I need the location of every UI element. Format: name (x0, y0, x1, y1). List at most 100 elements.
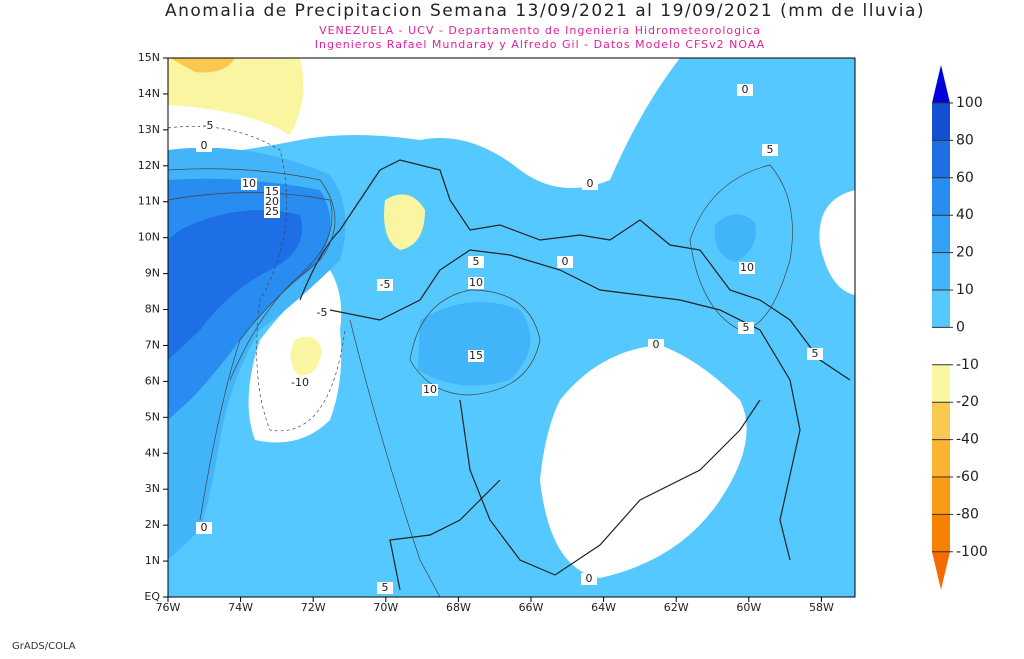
contour-label: 5 (743, 321, 750, 334)
contour-label: 5 (812, 347, 819, 360)
colorbar-label: -40 (956, 432, 979, 448)
lon-label: 58W (809, 601, 834, 614)
contour-label-bg (241, 178, 257, 190)
colorbar-label: -80 (956, 506, 979, 522)
lat-label: 15N (138, 51, 160, 64)
contour-label-bg (738, 322, 754, 334)
colorbar-swatch (932, 402, 950, 440)
contour-label: 20 (265, 195, 279, 208)
contour-label-bg (314, 307, 330, 319)
contour-label-bg (737, 84, 753, 96)
lon-label: 64W (591, 601, 616, 614)
contour-label-bg (557, 256, 573, 268)
colorbar-swatch (932, 177, 950, 216)
contour-label-bg (648, 339, 664, 351)
lon-label: 68W (446, 601, 471, 614)
lat-label: 14N (138, 87, 160, 100)
subtitle: VENEZUELA - UCV - Departamento de Ingeni… (319, 24, 761, 37)
lat-label: 13N (138, 123, 160, 136)
colorbar-swatch (932, 364, 950, 403)
lon-label: 70W (373, 601, 398, 614)
contour-label-bg (264, 186, 280, 198)
contour-label: 5 (473, 255, 480, 268)
subtitle: Ingenieros Rafael Mundaray y Alfredo Gil… (315, 38, 765, 51)
contour-label: -5 (317, 306, 328, 319)
colorbar-swatch (932, 103, 950, 141)
lon-label: 60W (736, 601, 761, 614)
contour-label-bg (292, 377, 308, 389)
colorbar-label: -60 (956, 469, 979, 485)
colorbar-arrow (932, 551, 950, 590)
contour-label-bg (196, 140, 212, 152)
title: Anomalia de Precipitacion Semana 13/09/2… (165, 1, 925, 21)
contour-label: 0 (587, 177, 594, 190)
contour-label-bg (200, 120, 216, 132)
lat-label: 10N (138, 231, 160, 244)
lat-label: 4N (145, 446, 160, 459)
colorbar-label: 20 (956, 245, 974, 261)
contour-label: 0 (586, 572, 593, 585)
contour-label: -5 (380, 278, 391, 291)
contour-label-bg (807, 348, 823, 360)
contour-label-bg (468, 256, 484, 268)
colorbar-label: 60 (956, 170, 974, 186)
colorbar-swatch (932, 514, 950, 552)
contour-label-bg (581, 573, 597, 585)
lat-label: 8N (145, 303, 160, 316)
lat-label: 3N (145, 482, 160, 495)
contour-label-bg (468, 277, 484, 289)
contour-label: 5 (382, 581, 389, 594)
colorbar-label: 40 (956, 207, 974, 223)
contour-label-bg (264, 196, 280, 208)
contour-label: -5 (203, 119, 214, 132)
contour-label-bg (739, 262, 755, 274)
lon-label: 74W (228, 601, 253, 614)
contour-label-bg (762, 144, 778, 156)
colorbar-swatch (932, 140, 950, 178)
contour-label: 10 (740, 261, 754, 274)
colorbar-label: 100 (956, 95, 983, 111)
contour-label-bg (377, 279, 393, 291)
contour-label: 5 (767, 143, 774, 156)
contour-label-bg (196, 522, 212, 534)
colorbar-swatch (932, 252, 950, 290)
lon-label: 62W (664, 601, 689, 614)
colorbar-label: -100 (956, 544, 988, 560)
colorbar-label: 80 (956, 132, 974, 148)
colorbar-label: 10 (956, 282, 974, 298)
contour-label-bg (377, 582, 393, 594)
contour-label: 0 (201, 521, 208, 534)
lat-label: 7N (145, 338, 160, 351)
contour-label: 15 (265, 185, 279, 198)
contour-label: 10 (242, 177, 256, 190)
colorbar-label: 0 (956, 319, 965, 335)
colorbar-swatch (932, 327, 950, 365)
lon-label: 66W (519, 601, 544, 614)
lat-label: 12N (138, 159, 160, 172)
contour-label: 10 (469, 276, 483, 289)
contour-label: 0 (653, 338, 660, 351)
contour-label-bg (468, 350, 484, 362)
colorbar-swatch (932, 439, 950, 477)
contour-label: 25 (265, 205, 279, 218)
contour-label: -10 (291, 376, 309, 389)
contour-label-bg (264, 206, 280, 218)
lat-label: 5N (145, 410, 160, 423)
contour-label-bg (422, 384, 438, 396)
colorbar-label: -10 (956, 357, 979, 373)
lat-label: 1N (145, 554, 160, 567)
lat-label: EQ (144, 590, 160, 603)
contour-label-bg (582, 178, 598, 190)
contour-label: 0 (562, 255, 569, 268)
contour-label: 10 (423, 383, 437, 396)
map-frame (167, 57, 856, 598)
lon-label: 72W (301, 601, 326, 614)
colorbar-arrow (932, 65, 950, 103)
lat-label: 9N (145, 267, 160, 280)
colorbar-swatch (932, 215, 950, 253)
contour-label: 0 (742, 83, 749, 96)
contour-label: 0 (201, 139, 208, 152)
colorbar-swatch (932, 477, 950, 515)
colorbar-swatch (932, 290, 950, 328)
